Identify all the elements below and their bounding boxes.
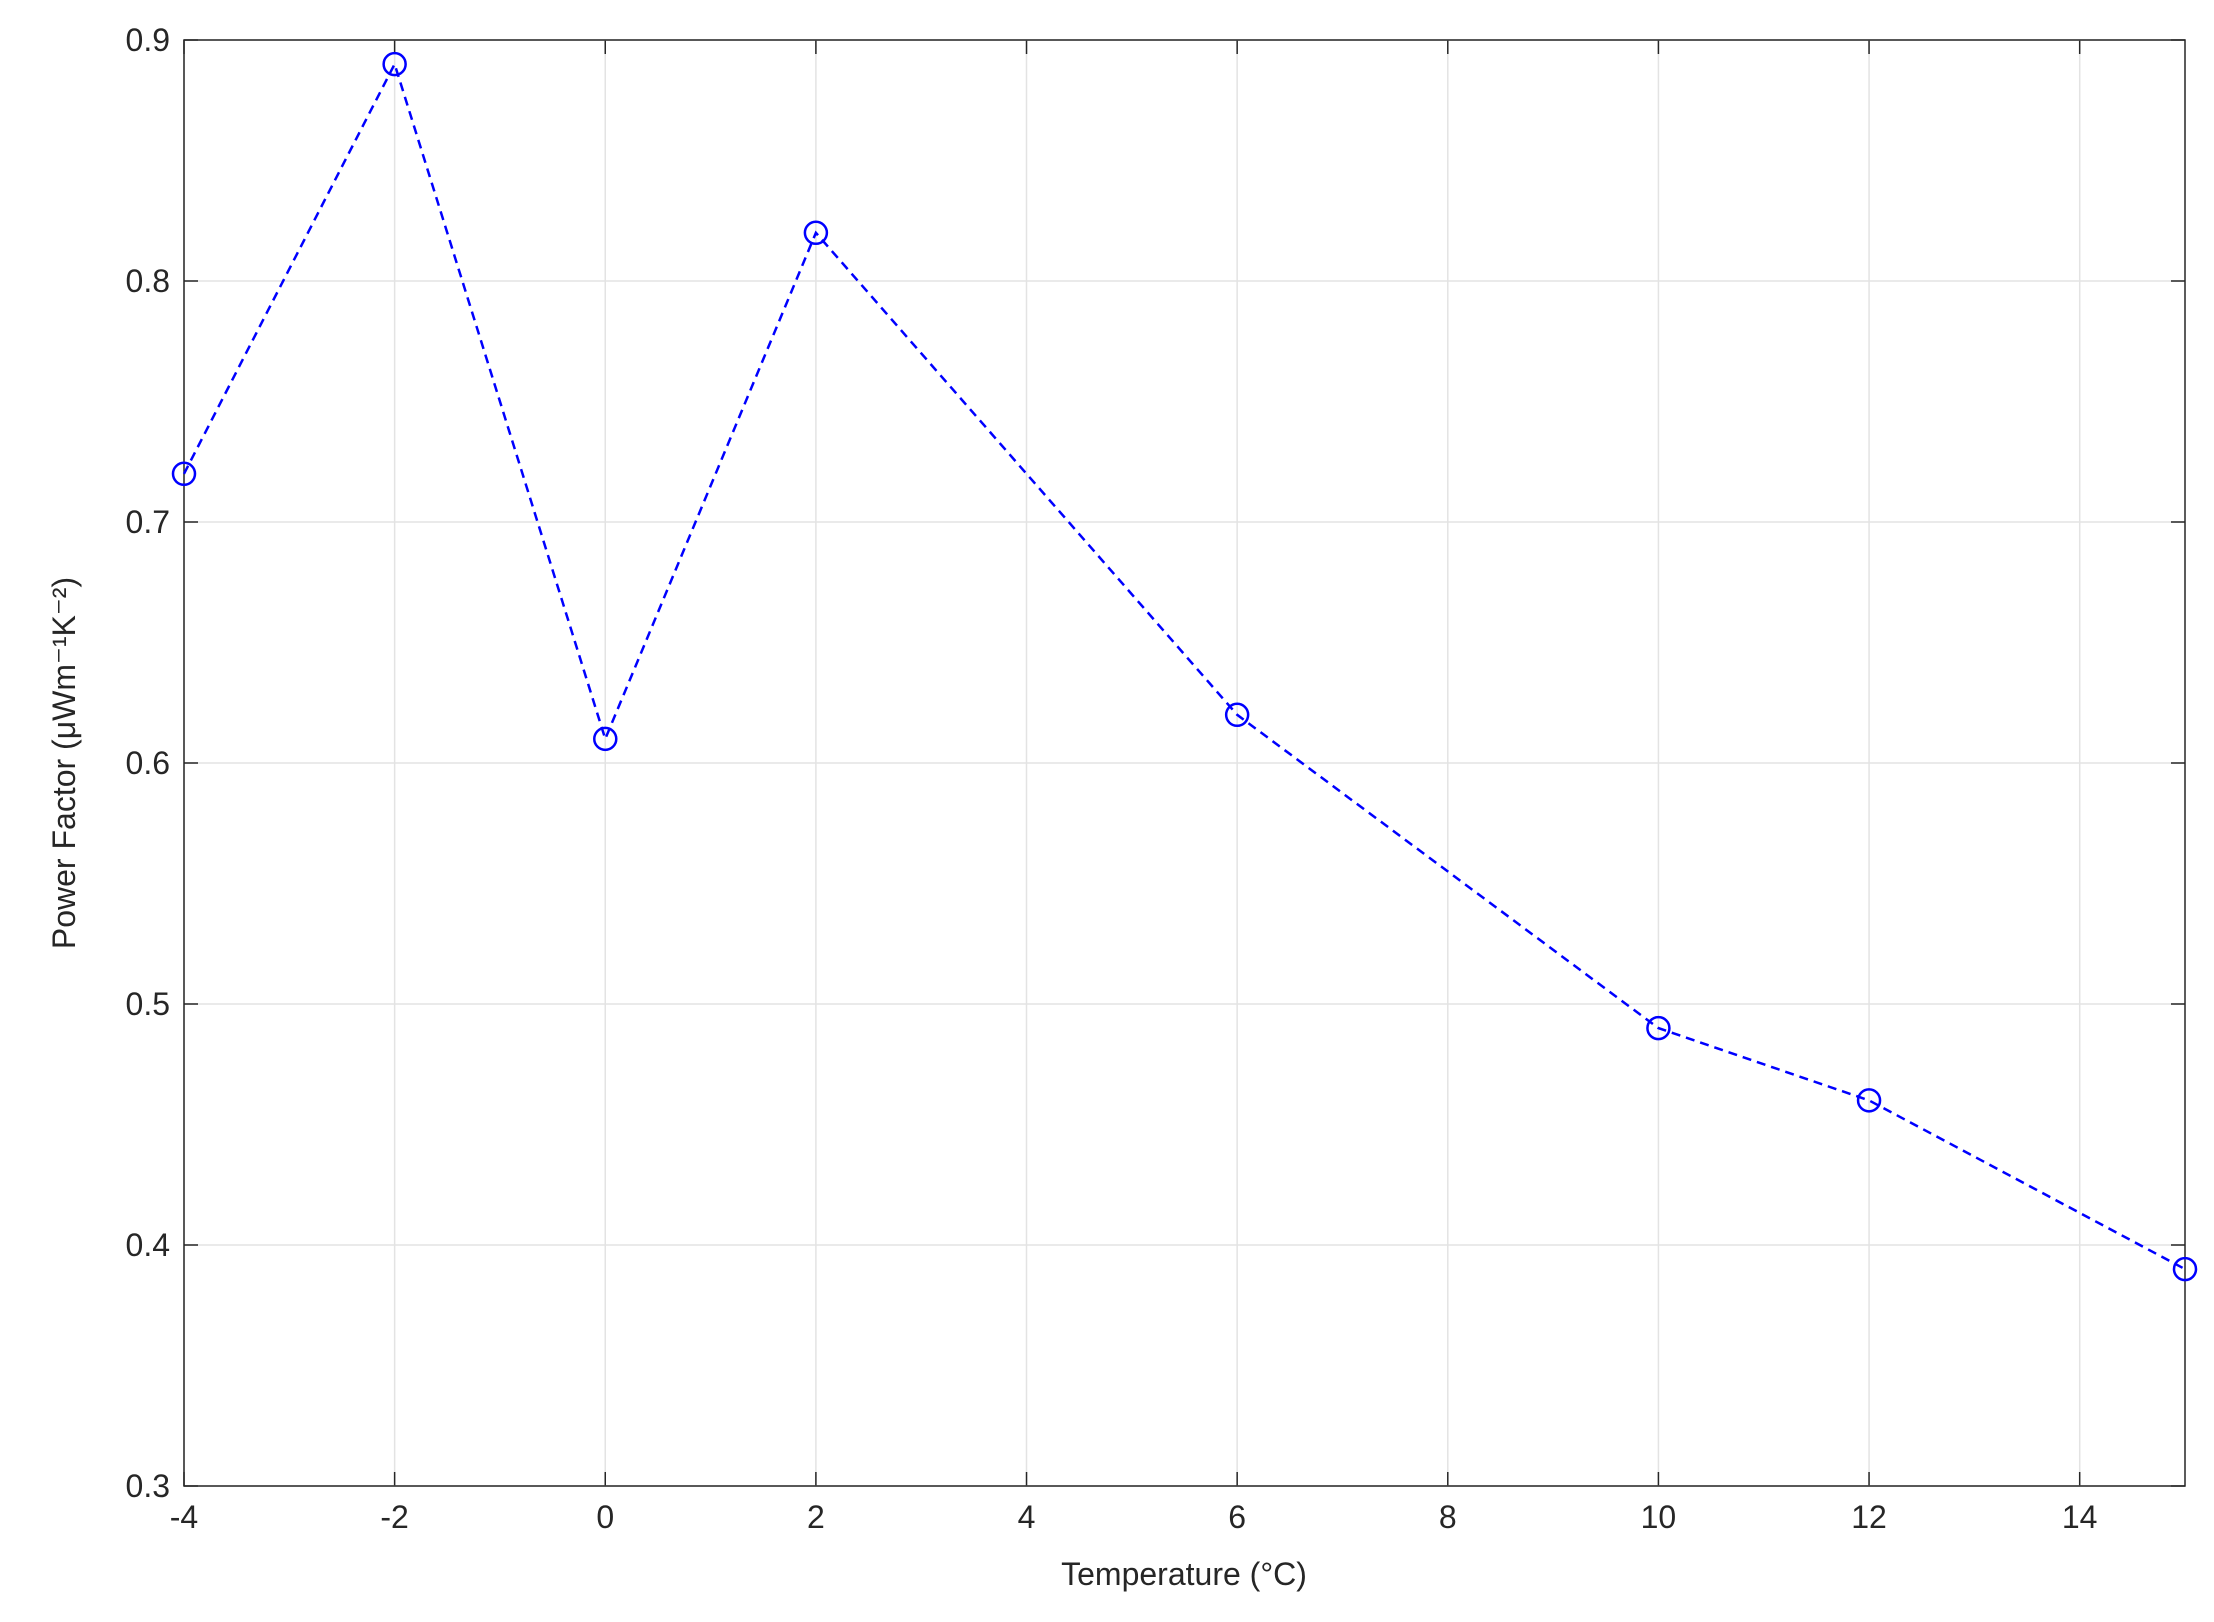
data-point (1224, 702, 1250, 728)
plot-frame (183, 39, 2186, 1487)
x-tick-label: 0 (596, 1499, 614, 1535)
y-tick-label: 0.7 (126, 504, 170, 540)
x-tick-label: 6 (1228, 1499, 1246, 1535)
data-point (2172, 1256, 2198, 1282)
x-tick-label: -2 (380, 1499, 408, 1535)
data-line (182, 60, 2186, 1271)
y-tick-label: 0.5 (126, 986, 170, 1022)
x-tick-label: 2 (807, 1499, 825, 1535)
x-axis-label: Temperature (°C) (1061, 1556, 1307, 1592)
data-point (1856, 1088, 1882, 1113)
y-tick-label: 0.6 (126, 745, 170, 781)
x-tick-label: 8 (1439, 1499, 1457, 1535)
y-tick-label: 0.4 (126, 1227, 170, 1263)
x-tick-label: 4 (1018, 1499, 1036, 1535)
y-tick-label: 0.9 (126, 22, 170, 58)
data-point (593, 726, 618, 752)
data-point (171, 461, 197, 487)
data-point (382, 51, 407, 77)
data-point (1646, 1015, 1671, 1041)
data-point (803, 220, 829, 246)
y-axis-label: Power Factor (μWm⁻¹K⁻²) (46, 577, 82, 949)
x-tick-label: 10 (1641, 1499, 1677, 1535)
x-tick-label: -4 (170, 1499, 198, 1535)
x-tick-label: 14 (2062, 1499, 2098, 1535)
y-tick-label: 0.8 (126, 263, 170, 299)
x-tick-label: 12 (1851, 1499, 1887, 1535)
y-tick-label: 0.3 (126, 1468, 170, 1504)
